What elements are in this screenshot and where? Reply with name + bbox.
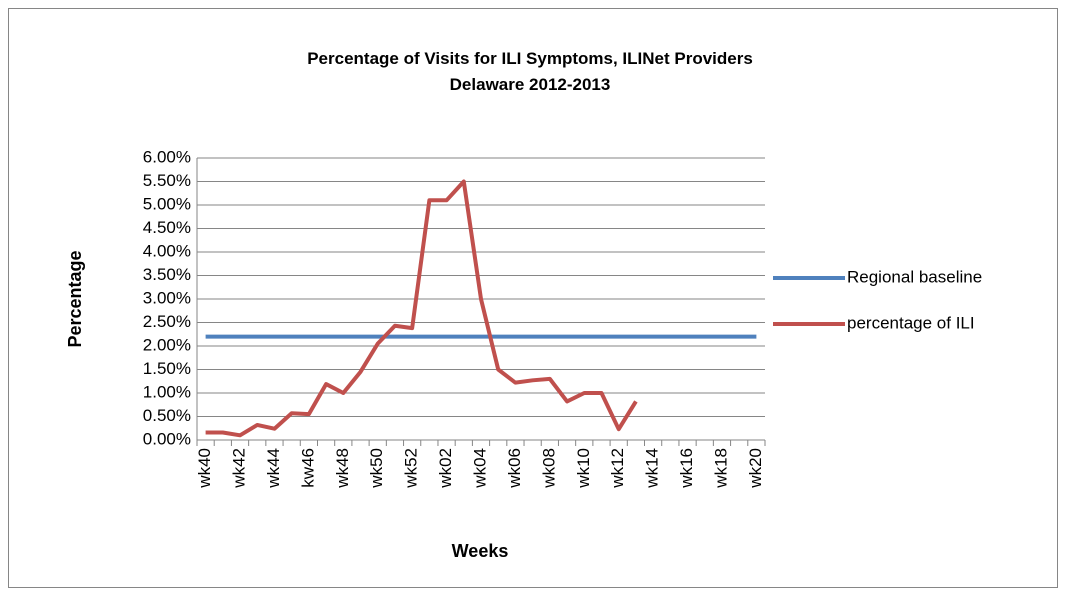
y-tick-label: 5.50% bbox=[143, 171, 191, 190]
x-tick-label: wk44 bbox=[264, 448, 283, 489]
x-tick-label: wk18 bbox=[711, 448, 730, 489]
legend-label: Regional baseline bbox=[847, 267, 982, 286]
y-tick-label: 3.00% bbox=[143, 288, 191, 307]
x-tick-label: wk50 bbox=[367, 448, 386, 489]
chart-frame bbox=[8, 8, 1058, 588]
y-tick-label: 0.50% bbox=[143, 406, 191, 425]
x-tick-label: kw46 bbox=[298, 448, 317, 488]
y-tick-label: 1.50% bbox=[143, 359, 191, 378]
x-axis-title: Weeks bbox=[452, 541, 509, 561]
y-tick-label: 5.00% bbox=[143, 194, 191, 213]
x-tick-label: wk52 bbox=[402, 448, 421, 489]
y-tick-label: 2.50% bbox=[143, 312, 191, 331]
y-tick-label: 4.50% bbox=[143, 218, 191, 237]
x-tick-label: wk06 bbox=[505, 448, 524, 489]
x-tick-label: wk14 bbox=[643, 448, 662, 489]
y-axis-title: Percentage bbox=[65, 250, 85, 347]
x-tick-label: wk02 bbox=[436, 448, 455, 489]
y-tick-label: 1.00% bbox=[143, 382, 191, 401]
y-tick-label: 0.00% bbox=[143, 429, 191, 448]
x-tick-label: wk08 bbox=[539, 448, 558, 489]
x-tick-label: wk16 bbox=[677, 448, 696, 489]
y-tick-label: 2.00% bbox=[143, 335, 191, 354]
x-tick-label: wk04 bbox=[470, 448, 489, 489]
chart-title: Delaware 2012-2013 bbox=[450, 75, 611, 94]
x-tick-label: wk10 bbox=[574, 448, 593, 489]
y-tick-label: 4.00% bbox=[143, 241, 191, 260]
x-tick-label: wk42 bbox=[230, 448, 249, 489]
x-tick-label: wk12 bbox=[608, 448, 627, 489]
chart-title: Percentage of Visits for ILI Symptoms, I… bbox=[307, 49, 753, 68]
x-tick-label: wk40 bbox=[195, 448, 214, 489]
x-tick-label: wk20 bbox=[746, 448, 765, 489]
line-series bbox=[205, 179, 638, 438]
y-tick-label: 3.50% bbox=[143, 265, 191, 284]
y-tick-label: 6.00% bbox=[143, 147, 191, 166]
x-tick-label: wk48 bbox=[333, 448, 352, 489]
legend-label: percentage of ILI bbox=[847, 313, 975, 332]
